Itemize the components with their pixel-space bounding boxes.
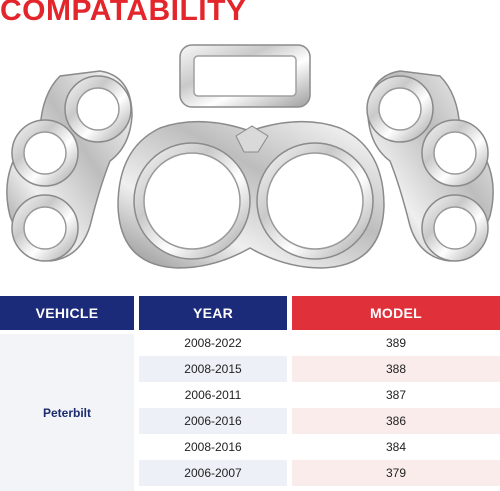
table-row: 2006-2016 386 (139, 408, 500, 434)
year-cell: 2006-2011 (139, 382, 287, 408)
compatibility-table: VEHICLE YEAR MODEL Peterbilt 2008-2022 3… (0, 296, 500, 491)
page-title: COMPATABILITY (0, 0, 247, 27)
rectangular-bezel (179, 44, 311, 108)
table-row: 2008-2016 384 (139, 434, 500, 460)
model-cell: 387 (292, 382, 500, 408)
model-cell: 386 (292, 408, 500, 434)
table-row: 2006-2011 387 (139, 382, 500, 408)
model-cell: 379 (292, 460, 500, 486)
vehicle-cell: Peterbilt (0, 334, 134, 491)
model-cell: 388 (292, 356, 500, 382)
year-cell: 2006-2016 (139, 408, 287, 434)
model-cell: 389 (292, 330, 500, 356)
year-cell: 2008-2016 (139, 434, 287, 460)
model-column-header: MODEL (292, 296, 500, 330)
chrome-gauge-bezel-set-image (6, 44, 494, 269)
right-triple-gauge-bezel (366, 70, 494, 262)
year-cell: 2006-2007 (139, 460, 287, 486)
table-row: 2006-2007 379 (139, 460, 500, 486)
table-row: 2008-2022 389 (139, 330, 500, 356)
year-cell: 2008-2022 (139, 330, 287, 356)
vehicle-column-header: VEHICLE (0, 296, 134, 330)
model-cell: 384 (292, 434, 500, 460)
table-row: 2008-2015 388 (139, 356, 500, 382)
center-twin-gauge-bezel (117, 121, 385, 269)
table-body: 2008-2022 389 2008-2015 388 2006-2011 38… (139, 330, 500, 486)
left-triple-gauge-bezel (6, 70, 133, 262)
year-column-header: YEAR (139, 296, 287, 330)
year-cell: 2008-2015 (139, 356, 287, 382)
